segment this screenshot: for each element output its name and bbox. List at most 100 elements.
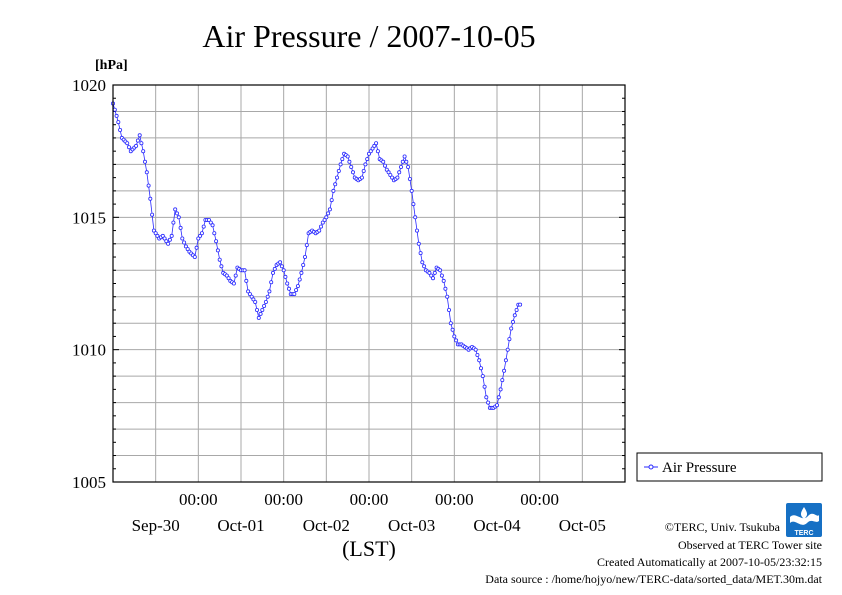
data-point — [420, 260, 425, 265]
data-point — [269, 280, 274, 285]
data-point — [283, 274, 288, 279]
data-point — [478, 366, 483, 371]
data-point — [150, 212, 155, 217]
data-source-text: Data source : /home/hojyo/new/TERC-data/… — [485, 572, 822, 586]
legend: Air Pressure — [636, 452, 823, 482]
data-point — [326, 211, 331, 216]
legend-box — [636, 452, 823, 482]
data-point — [267, 289, 272, 294]
data-point — [333, 182, 338, 187]
data-point — [294, 288, 299, 293]
data-point — [153, 231, 158, 236]
data-point — [262, 303, 267, 308]
x-tick-labels: 00:00 00:00 00:00 00:00 00:00 Sep-30 Oct-01 Oct… — [132, 490, 606, 535]
x-date-label: Oct-05 — [559, 516, 606, 535]
data-point — [166, 241, 171, 246]
data-point — [484, 395, 489, 400]
data-point — [182, 240, 187, 245]
data-point — [382, 163, 387, 168]
data-point — [212, 231, 217, 236]
data-point — [372, 143, 377, 148]
y-tick-label: 1020 — [72, 76, 106, 95]
data-point — [251, 297, 256, 302]
data-point — [374, 141, 379, 146]
data-point — [359, 175, 364, 180]
data-point — [155, 233, 160, 238]
data-point — [160, 233, 165, 238]
data-point — [477, 358, 482, 363]
data-point — [215, 248, 220, 253]
data-point — [388, 172, 393, 177]
data-point — [162, 236, 167, 241]
data-point — [361, 168, 366, 173]
data-point — [363, 162, 368, 167]
data-point — [368, 149, 373, 154]
copyright-text: ©TERC, Univ. Tsukuba — [665, 520, 781, 534]
data-point — [366, 151, 371, 156]
data-point — [446, 307, 451, 312]
data-point — [246, 289, 251, 294]
data-point — [441, 278, 446, 283]
data-point — [397, 170, 402, 175]
data-point — [381, 159, 386, 164]
data-point — [201, 224, 206, 229]
data-point — [176, 215, 181, 220]
data-point — [224, 273, 229, 278]
data-point — [445, 294, 450, 299]
data-point — [413, 215, 418, 220]
data-point — [174, 211, 179, 216]
data-point — [304, 243, 309, 248]
data-point — [258, 311, 263, 316]
data-point — [427, 270, 432, 275]
data-point — [178, 225, 183, 230]
data-point — [134, 143, 139, 148]
data-point — [249, 294, 254, 299]
data-point — [486, 400, 491, 405]
data-point — [286, 286, 291, 291]
data-point — [297, 277, 302, 282]
data-point — [384, 167, 389, 172]
data-point — [171, 220, 176, 225]
data-point — [253, 299, 258, 304]
data-point — [318, 224, 323, 229]
created-text: Created Automatically at 2007-10-05/23:3… — [597, 555, 822, 569]
data-point — [192, 254, 197, 259]
y-tick-label: 1015 — [72, 208, 106, 227]
data-point — [281, 268, 286, 273]
data-point — [482, 384, 487, 389]
data-point — [135, 138, 140, 143]
data-point — [169, 233, 174, 238]
data-point — [329, 198, 334, 203]
data-point — [338, 162, 343, 167]
data-point — [196, 236, 201, 241]
x-date-label: Oct-01 — [217, 516, 264, 535]
data-point — [510, 319, 515, 324]
data-point — [322, 217, 327, 222]
x-time-tick-label: 00:00 — [264, 490, 303, 509]
data-point — [263, 299, 268, 304]
data-point — [409, 188, 414, 193]
data-point — [375, 149, 380, 154]
data-point — [340, 157, 345, 162]
data-point — [272, 266, 277, 271]
data-point — [295, 284, 300, 289]
data-point — [406, 164, 411, 169]
data-point — [514, 307, 519, 312]
data-point — [509, 326, 514, 331]
data-point — [233, 273, 238, 278]
data-point — [349, 164, 354, 169]
data-point — [320, 220, 325, 225]
data-point — [400, 159, 405, 164]
data-point — [247, 292, 252, 297]
x-date-label: Oct-04 — [473, 516, 521, 535]
x-time-tick-label: 00:00 — [520, 490, 559, 509]
data-point — [334, 175, 339, 180]
data-point — [345, 154, 350, 159]
y-unit-label: [hPa] — [95, 58, 128, 73]
x-date-label: Oct-02 — [303, 516, 350, 535]
data-point — [141, 149, 146, 154]
data-point — [500, 378, 505, 383]
observed-text: Observed at TERC Tower site — [678, 538, 822, 552]
legend-marker-swatch — [648, 464, 654, 470]
data-point — [432, 270, 437, 275]
